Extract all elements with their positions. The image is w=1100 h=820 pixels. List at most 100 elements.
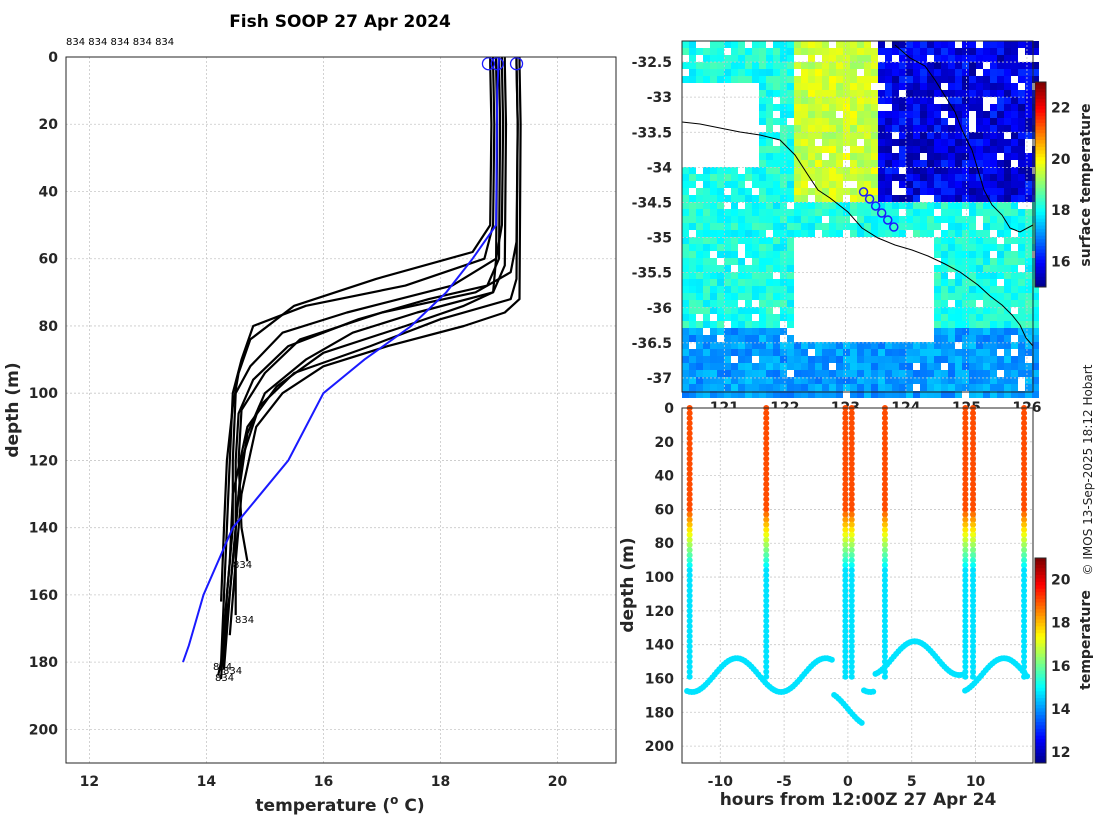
map-y-tick-label: -36: [647, 301, 672, 317]
sst-cell: [731, 370, 738, 377]
sst-cell: [752, 209, 759, 216]
sst-cell: [906, 48, 913, 55]
sst-cell: [941, 216, 948, 223]
sst-cell: [780, 342, 787, 349]
cast-point: [848, 562, 855, 569]
colorbar-segment: [1035, 119, 1046, 124]
sst-cell: [745, 223, 752, 230]
sst-cell: [878, 216, 885, 223]
sst-cell: [878, 391, 885, 398]
sst-colorbar-label: surface temperature: [1078, 103, 1094, 266]
cast-point: [842, 547, 849, 553]
colorbar-segment: [1035, 273, 1046, 278]
sst-cell: [766, 69, 773, 76]
sst-cell: [1004, 167, 1011, 174]
sst-cell: [1018, 160, 1025, 167]
sst-cell: [962, 195, 969, 202]
sst-cell: [1004, 125, 1011, 132]
sst-cell: [759, 69, 766, 76]
sst-cell: [1004, 76, 1011, 83]
sst-cell: [1032, 293, 1039, 300]
sst-cell: [990, 293, 997, 300]
sst-cell: [885, 76, 892, 83]
sst-cell: [801, 62, 808, 69]
sst-cell: [766, 181, 773, 188]
sst-cell: [682, 307, 689, 314]
sst-cell: [864, 97, 871, 104]
sst-cell: [871, 90, 878, 97]
cast-point: [962, 425, 969, 432]
cast-point: [763, 658, 770, 665]
sst-cell: [878, 349, 885, 356]
sst-cell: [731, 174, 738, 181]
sst-cell: [892, 160, 899, 167]
cast-point: [686, 607, 693, 614]
cast-point: [962, 516, 969, 523]
sst-cell: [843, 153, 850, 160]
sst-cell: [997, 76, 1004, 83]
sst-cell: [955, 139, 962, 146]
profile-end-label: 834: [215, 673, 234, 684]
map-y-tick-label: -33.5: [632, 125, 672, 141]
cast-point: [763, 557, 770, 564]
sst-cell: [682, 293, 689, 300]
sst-cell: [843, 118, 850, 125]
sst-cell: [731, 293, 738, 300]
sst-cell: [941, 132, 948, 139]
cast-point: [1021, 511, 1028, 518]
sst-cell: [703, 335, 710, 342]
sst-cell: [780, 41, 787, 48]
sst-cell: [997, 328, 1004, 335]
sst-cell: [913, 181, 920, 188]
sst-cell: [857, 384, 864, 391]
sst-cell: [976, 349, 983, 356]
sst-cell: [689, 69, 696, 76]
sst-cell: [787, 349, 794, 356]
sst-cell: [997, 286, 1004, 293]
sst-cell: [941, 167, 948, 174]
sst-cell: [899, 55, 906, 62]
sst-cell: [836, 139, 843, 146]
sst-cell: [969, 307, 976, 314]
sst-cell: [738, 272, 745, 279]
sst-cell: [766, 160, 773, 167]
sst-cell: [1018, 321, 1025, 328]
sst-cell: [885, 230, 892, 237]
sst-cell: [759, 160, 766, 167]
sst-cell: [787, 314, 794, 321]
sst-cell: [745, 230, 752, 237]
sst-cell: [682, 230, 689, 237]
sst-cell: [801, 230, 808, 237]
sst-cell: [703, 265, 710, 272]
cast-point: [848, 425, 855, 432]
sst-cell: [969, 62, 976, 69]
sst-cell: [976, 97, 983, 104]
cast-point: [1021, 470, 1028, 477]
sst-cell: [913, 209, 920, 216]
cast-point: [881, 567, 888, 574]
sst-cell: [962, 265, 969, 272]
sst-cell: [906, 370, 913, 377]
cast-point: [1021, 587, 1028, 594]
sst-cell: [990, 258, 997, 265]
sst-cell: [1032, 328, 1039, 335]
sst-cell: [927, 174, 934, 181]
sst-cell: [689, 216, 696, 223]
sst-cell: [815, 97, 822, 104]
sst-cell: [696, 237, 703, 244]
sst-cell: [885, 83, 892, 90]
y-tick-label: 20: [39, 117, 59, 133]
sst-cell: [948, 48, 955, 55]
sst-cell: [934, 69, 941, 76]
cast-point: [763, 496, 770, 503]
y-tick-label: 60: [39, 252, 59, 268]
bottom-point: [959, 671, 966, 678]
sst-cell: [843, 202, 850, 209]
sst-cell: [822, 230, 829, 237]
sst-cell: [906, 97, 913, 104]
sst-cell: [948, 146, 955, 153]
sst-cell: [801, 69, 808, 76]
sst-cell: [1025, 244, 1032, 251]
sst-cell: [787, 167, 794, 174]
colorbar-segment: [1035, 602, 1046, 607]
